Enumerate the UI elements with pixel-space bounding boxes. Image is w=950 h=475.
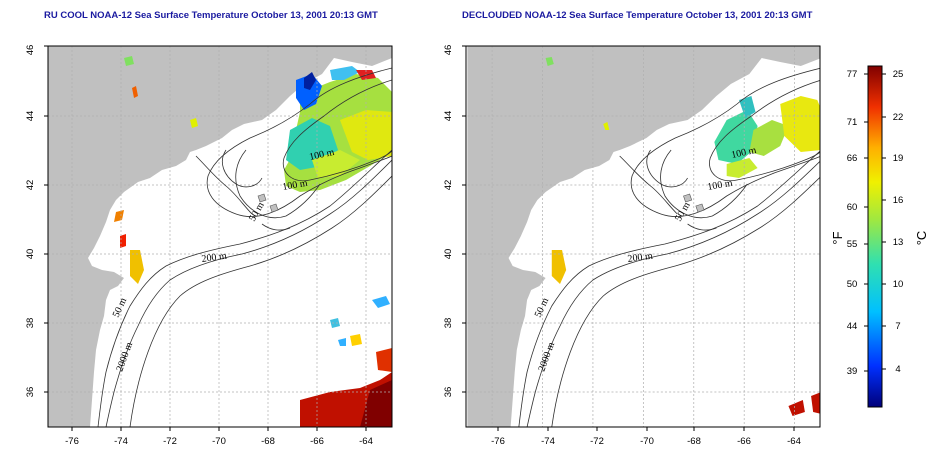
contour-label-100m-north: 100 m	[730, 145, 757, 161]
contour-label-100m-north: 100 m	[308, 147, 335, 163]
lon-tick-68: -68	[261, 436, 275, 447]
fahrenheit-unit-label: °F	[830, 231, 845, 244]
c-tick-10: 10	[893, 279, 904, 290]
c-tick-7: 7	[895, 321, 900, 332]
lon-tick-64: -64	[359, 436, 373, 447]
c-tick-25: 25	[893, 69, 904, 80]
lat-tick-38: 38	[25, 318, 36, 329]
lon-tick-74: -74	[541, 436, 555, 447]
left-longitude-axis: -76 -74 -72 -70 -68 -66 -64	[65, 427, 373, 447]
c-tick-4: 4	[895, 364, 900, 375]
lon-tick-70: -70	[640, 436, 654, 447]
lat-tick-46: 46	[25, 45, 36, 56]
lat-tick-42: 42	[443, 180, 454, 191]
c-tick-13: 13	[893, 237, 904, 248]
lon-tick-74: -74	[114, 436, 128, 447]
lon-tick-72: -72	[163, 436, 177, 447]
right-latitude-axis: 46 44 42 40 38 36	[443, 45, 466, 398]
f-tick-39: 39	[847, 366, 858, 377]
c-tick-16: 16	[893, 195, 904, 206]
temperature-colorbar: 77 71 66 60 55 50 44 39 °F 25 22 19 16 1…	[830, 65, 929, 408]
right-sst-imagery	[545, 57, 820, 416]
right-map-panel: 100 m 100 m 50 m 200 m 50 m 2000 m 46 44…	[443, 45, 821, 447]
right-map-title: DECLOUDED NOAA-12 Sea Surface Temperatur…	[462, 10, 813, 21]
lon-tick-72: -72	[590, 436, 604, 447]
f-tick-50: 50	[847, 279, 858, 290]
lon-tick-64: -64	[787, 436, 801, 447]
c-tick-19: 19	[893, 153, 904, 164]
lat-tick-40: 40	[443, 249, 454, 260]
f-tick-77: 77	[847, 69, 858, 80]
left-gridlines	[48, 46, 392, 427]
lon-tick-70: -70	[212, 436, 226, 447]
f-tick-55: 55	[847, 239, 858, 250]
colorbar-gradient	[867, 65, 883, 408]
left-latitude-axis: 46 44 42 40 38 36	[25, 45, 48, 398]
fahrenheit-scale: 77 71 66 60 55 50 44 39 °F	[830, 69, 857, 377]
lon-tick-76: -76	[65, 436, 79, 447]
contour-label-100m-south: 100 m	[707, 178, 734, 193]
right-longitude-axis: -76 -74 -72 -70 -68 -66 -64	[491, 427, 801, 447]
c-tick-22: 22	[893, 112, 904, 123]
lat-tick-44: 44	[443, 111, 454, 122]
contour-label-100m-south: 100 m	[282, 178, 309, 193]
lat-tick-40: 40	[25, 249, 36, 260]
f-tick-60: 60	[847, 202, 858, 213]
lat-tick-44: 44	[25, 111, 36, 122]
celsius-unit-label: °C	[914, 231, 929, 246]
right-gridlines	[467, 46, 820, 427]
lon-tick-66: -66	[310, 436, 324, 447]
f-tick-44: 44	[847, 321, 858, 332]
celsius-scale: 25 22 19 16 13 10 7 4 °C	[893, 69, 929, 375]
lat-tick-46: 46	[443, 45, 454, 56]
lat-tick-38: 38	[443, 318, 454, 329]
contour-label-200m: 200 m	[627, 251, 654, 265]
left-map-title: RU COOL NOAA-12 Sea Surface Temperature …	[44, 10, 378, 21]
contour-label-200m: 200 m	[201, 251, 228, 265]
left-map-frame	[47, 45, 393, 428]
f-tick-66: 66	[847, 153, 858, 164]
f-tick-71: 71	[847, 117, 858, 128]
lat-tick-36: 36	[443, 387, 454, 398]
lon-tick-76: -76	[491, 436, 505, 447]
left-map-panel: 100 m 100 m 50 m 200 m 50 m 2000 m 46 44…	[25, 45, 393, 447]
lon-tick-68: -68	[687, 436, 701, 447]
right-map-frame	[465, 45, 821, 428]
lat-tick-36: 36	[25, 387, 36, 398]
lat-tick-42: 42	[25, 180, 36, 191]
lon-tick-66: -66	[737, 436, 751, 447]
